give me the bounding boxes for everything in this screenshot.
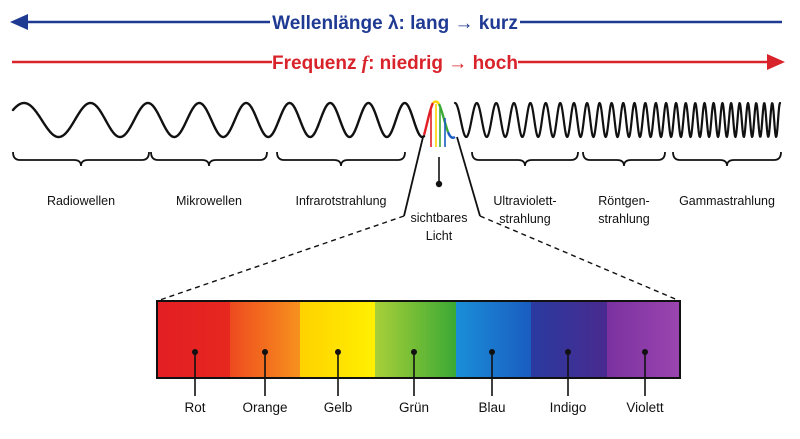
- spectrum-label-violett: Violett: [626, 400, 664, 415]
- label-ultraviolett-2: strahlung: [499, 212, 550, 226]
- label-licht: Licht: [426, 229, 453, 243]
- spectrum-label-rot: Rot: [184, 400, 205, 415]
- spectrum-label-indigo: Indigo: [550, 400, 587, 415]
- spectrum-band-violett: [607, 301, 681, 378]
- visible-wave-green: [437, 103, 450, 133]
- frequency-arrowhead: [767, 54, 785, 70]
- visible-light-wave: [422, 100, 456, 147]
- em-wave-long: [11, 101, 426, 139]
- brace-mikrowellen: [150, 151, 268, 167]
- brace-gamma: [672, 151, 782, 167]
- label-ultraviolett-1: Ultraviolett-: [493, 194, 556, 208]
- spectrum-band-gruen: [375, 301, 457, 378]
- spectrum-label-gruen: Grün: [399, 400, 429, 415]
- spectrum-band-indigo: [531, 301, 608, 378]
- brace-ultraviolett: [471, 151, 579, 167]
- frequency-heading-prefix: Frequenz: [272, 53, 362, 74]
- frequency-arrow: Frequenz f: niedrig → hoch: [12, 53, 785, 74]
- zoom-line-left-dashed: [156, 215, 405, 302]
- spectrum-label-gelb: Gelb: [324, 400, 353, 415]
- spectrum-band-rot: [157, 301, 231, 378]
- frequency-heading: Frequenz f: niedrig → hoch: [272, 53, 518, 74]
- spectrum-band-blau: [456, 301, 532, 378]
- wavelength-heading: Wellenlänge λ: lang → kurz: [272, 13, 518, 34]
- label-roentgen-2: strahlung: [598, 212, 649, 226]
- em-wave-short: [453, 101, 782, 139]
- visible-wave-red: [422, 102, 435, 136]
- visible-wave-blue: [446, 131, 456, 139]
- label-gamma: Gammastrahlung: [679, 194, 775, 208]
- label-infrarot: Infrarotstrahlung: [295, 194, 386, 208]
- label-mikrowellen: Mikrowellen: [176, 194, 242, 208]
- visible-pointer-dot: [435, 180, 443, 188]
- visible-wave-yellow: [432, 100, 440, 105]
- label-sichtbares: sichtbares: [411, 211, 468, 225]
- frequency-heading-suffix: : niedrig → hoch: [368, 53, 518, 74]
- wavelength-arrowhead: [10, 14, 28, 30]
- zoom-line-right-solid: [456, 136, 481, 217]
- label-radiowellen: Radiowellen: [47, 194, 115, 208]
- label-roentgen-1: Röntgen-: [598, 194, 649, 208]
- brace-radiowellen: [12, 151, 150, 167]
- brace-roentgen: [582, 151, 666, 167]
- wavelength-arrow: Wellenlänge λ: lang → kurz: [10, 13, 782, 34]
- visible-spectrum-strip: [157, 301, 681, 396]
- brace-infrarot: [276, 151, 406, 167]
- spectrum-label-blau: Blau: [478, 400, 505, 415]
- frequency-symbol: f: [362, 53, 370, 74]
- spectrum-label-orange: Orange: [242, 400, 287, 415]
- zoom-line-right-dashed: [479, 215, 681, 302]
- spectrum-frame: [156, 300, 681, 379]
- zoom-line-left-solid: [403, 136, 424, 217]
